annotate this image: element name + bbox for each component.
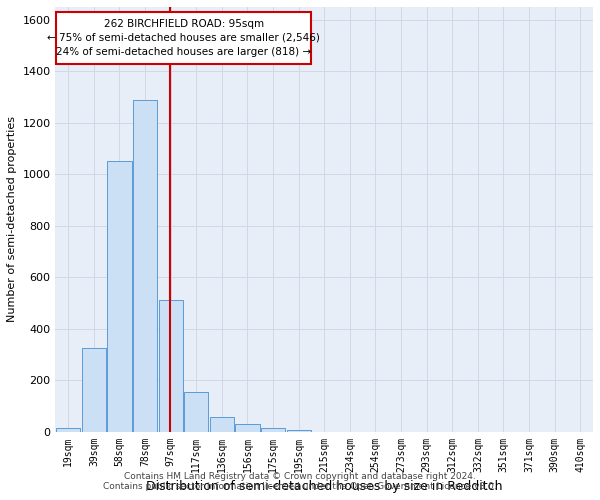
X-axis label: Distribution of semi-detached houses by size in Redditch: Distribution of semi-detached houses by …: [146, 480, 503, 493]
Bar: [107, 162, 131, 432]
Bar: [235, 424, 260, 432]
Bar: [133, 100, 157, 431]
FancyBboxPatch shape: [56, 12, 311, 64]
Bar: [210, 418, 234, 432]
Bar: [82, 348, 106, 432]
Y-axis label: Number of semi-detached properties: Number of semi-detached properties: [7, 116, 17, 322]
Bar: [158, 300, 183, 432]
Text: Contains HM Land Registry data © Crown copyright and database right 2024.
Contai: Contains HM Land Registry data © Crown c…: [103, 472, 497, 491]
Bar: [184, 392, 208, 432]
Text: 24% of semi-detached houses are larger (818) →: 24% of semi-detached houses are larger (…: [56, 47, 311, 57]
Text: 262 BIRCHFIELD ROAD: 95sqm: 262 BIRCHFIELD ROAD: 95sqm: [104, 18, 264, 28]
Bar: [261, 428, 285, 432]
Bar: [56, 428, 80, 432]
Text: ← 75% of semi-detached houses are smaller (2,546): ← 75% of semi-detached houses are smalle…: [47, 33, 320, 43]
Bar: [287, 430, 311, 432]
